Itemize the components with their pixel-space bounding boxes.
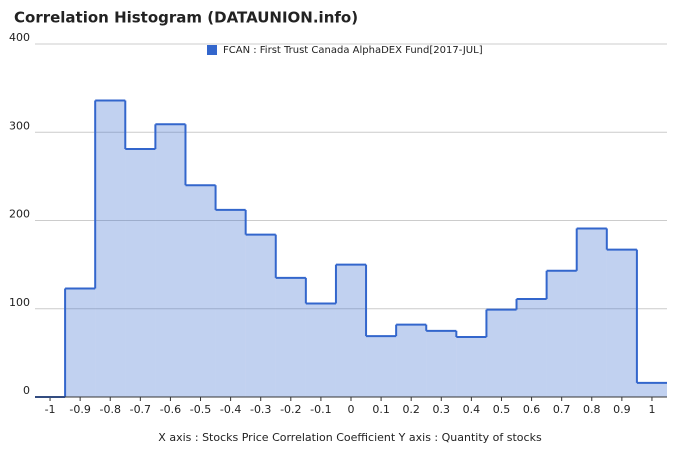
bar-fill (125, 149, 156, 397)
x-tick-label: -1 (45, 403, 56, 416)
y-tick-label: 400 (9, 31, 30, 44)
chart-title: Correlation Histogram (DATAUNION.info) (14, 9, 358, 27)
bar-fill (245, 234, 276, 397)
bar-fill (275, 277, 306, 397)
bar-fill (516, 299, 547, 397)
bar-fill (305, 303, 336, 397)
x-tick-label: -0.5 (190, 403, 211, 416)
x-tick-label: -0.3 (250, 403, 271, 416)
legend-swatch (207, 45, 217, 55)
bar-fill (65, 288, 96, 397)
bar-fill (155, 124, 186, 398)
bar-fill (606, 249, 637, 397)
x-tick-label: 0.5 (493, 403, 511, 416)
bar-fill (396, 324, 427, 397)
x-tick-label: -0.9 (69, 403, 90, 416)
bar-fill (95, 100, 126, 397)
bar-fill (185, 185, 216, 397)
x-tick-label: -0.7 (130, 403, 151, 416)
bar-fill (576, 228, 607, 397)
bar-fill (456, 336, 487, 397)
bar-fill (215, 209, 246, 397)
x-tick-label: 0.6 (523, 403, 541, 416)
x-tick-label: -0.2 (280, 403, 301, 416)
bar-fill (366, 336, 397, 397)
y-tick-label: 100 (9, 296, 30, 309)
legend-label: FCAN : First Trust Canada AlphaDEX Fund[… (223, 45, 483, 56)
x-tick-label: 0 (348, 403, 355, 416)
y-tick-label: 200 (9, 208, 30, 221)
x-tick-label: -0.1 (310, 403, 331, 416)
axis-caption: X axis : Stocks Price Correlation Coeffi… (158, 431, 542, 444)
x-tick-label: 0.4 (463, 403, 481, 416)
x-tick-label: -0.4 (220, 403, 241, 416)
x-tick-label: 0.9 (613, 403, 631, 416)
x-tick-label: 0.3 (433, 403, 451, 416)
x-tick-label: 0.1 (372, 403, 390, 416)
x-tick-label: 0.8 (583, 403, 601, 416)
bar-fill (486, 309, 517, 397)
x-tick-label: -0.6 (160, 403, 181, 416)
bar-fill (636, 382, 667, 397)
bar-fill (426, 330, 457, 397)
x-tick-label: 0.7 (553, 403, 571, 416)
x-tick-label: -0.8 (100, 403, 121, 416)
y-tick-label: 300 (9, 119, 30, 132)
bar-fill (546, 270, 577, 397)
y-tick-label: 0 (23, 384, 30, 397)
bar-fill (335, 264, 367, 397)
x-tick-label: 1 (648, 403, 655, 416)
x-tick-label: 0.2 (402, 403, 420, 416)
